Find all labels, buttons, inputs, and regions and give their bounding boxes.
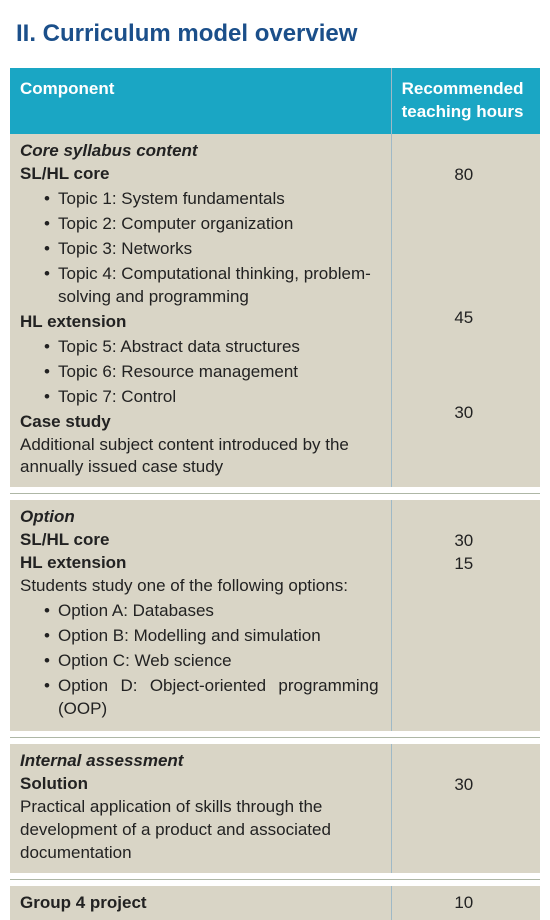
option-hlext-label: HL extension (20, 552, 383, 575)
core-slhl-label: SL/HL core (20, 163, 383, 186)
option-section-title: Option (20, 506, 383, 529)
list-item: Topic 1: System fundamentals (44, 188, 383, 211)
list-item: Topic 5: Abstract data structures (44, 336, 383, 359)
list-item: Topic 3: Networks (44, 238, 383, 261)
option-intro: Students study one of the following opti… (20, 575, 383, 598)
core-slhl-hours: 80 (400, 164, 528, 187)
list-item: Topic 7: Control (44, 386, 383, 409)
core-slhl-topics: Topic 1: System fundamentals Topic 2: Co… (44, 188, 383, 309)
section-g4: Group 4 project 10 (10, 886, 540, 920)
core-hlext-hours: 45 (400, 307, 528, 330)
list-item: Topic 2: Computer organization (44, 213, 383, 236)
core-case-label: Case study (20, 411, 383, 434)
option-d-line2: (OOP) (58, 698, 383, 721)
core-case-desc: Additional subject content introduced by… (20, 434, 383, 480)
option-list: Option A: Databases Option B: Modelling … (44, 600, 383, 721)
section-ia: Internal assessment Solution Practical a… (10, 744, 540, 873)
list-item: Option C: Web science (44, 650, 383, 673)
separator-row (10, 731, 540, 744)
separator-row (10, 487, 540, 500)
option-d-line1: Option D: Object-oriented programming (58, 675, 383, 698)
option-hlext-hours: 15 (400, 553, 528, 576)
ia-section-title: Internal assessment (20, 750, 383, 773)
list-item: Topic 4: Computational thinking, problem… (44, 263, 383, 309)
option-slhl-hours: 30 (400, 530, 528, 553)
curriculum-table: Component Recommended teaching hours Cor… (10, 68, 540, 920)
page-title: II. Curriculum model overview (16, 18, 540, 50)
header-component: Component (10, 68, 392, 134)
section-option: Option SL/HL core HL extension Students … (10, 500, 540, 730)
header-hours: Recommended teaching hours (392, 68, 540, 134)
ia-solution-hours: 30 (400, 774, 528, 797)
g4-label: Group 4 project (20, 892, 383, 915)
core-hlext-label: HL extension (20, 311, 383, 334)
list-item: Option D: Object-oriented programming (O… (44, 675, 383, 721)
table-header-row: Component Recommended teaching hours (10, 68, 540, 134)
list-item: Topic 6: Resource management (44, 361, 383, 384)
list-item: Option B: Modelling and simulation (44, 625, 383, 648)
section-core: Core syllabus content SL/HL core Topic 1… (10, 134, 540, 487)
ia-solution-label: Solution (20, 773, 383, 796)
list-item: Option A: Databases (44, 600, 383, 623)
core-hlext-topics: Topic 5: Abstract data structures Topic … (44, 336, 383, 409)
separator-row (10, 873, 540, 886)
core-case-hours: 30 (400, 402, 528, 425)
core-section-title: Core syllabus content (20, 140, 383, 163)
ia-solution-desc: Practical application of skills through … (20, 796, 383, 865)
g4-hours: 10 (400, 892, 528, 915)
option-slhl-label: SL/HL core (20, 529, 383, 552)
